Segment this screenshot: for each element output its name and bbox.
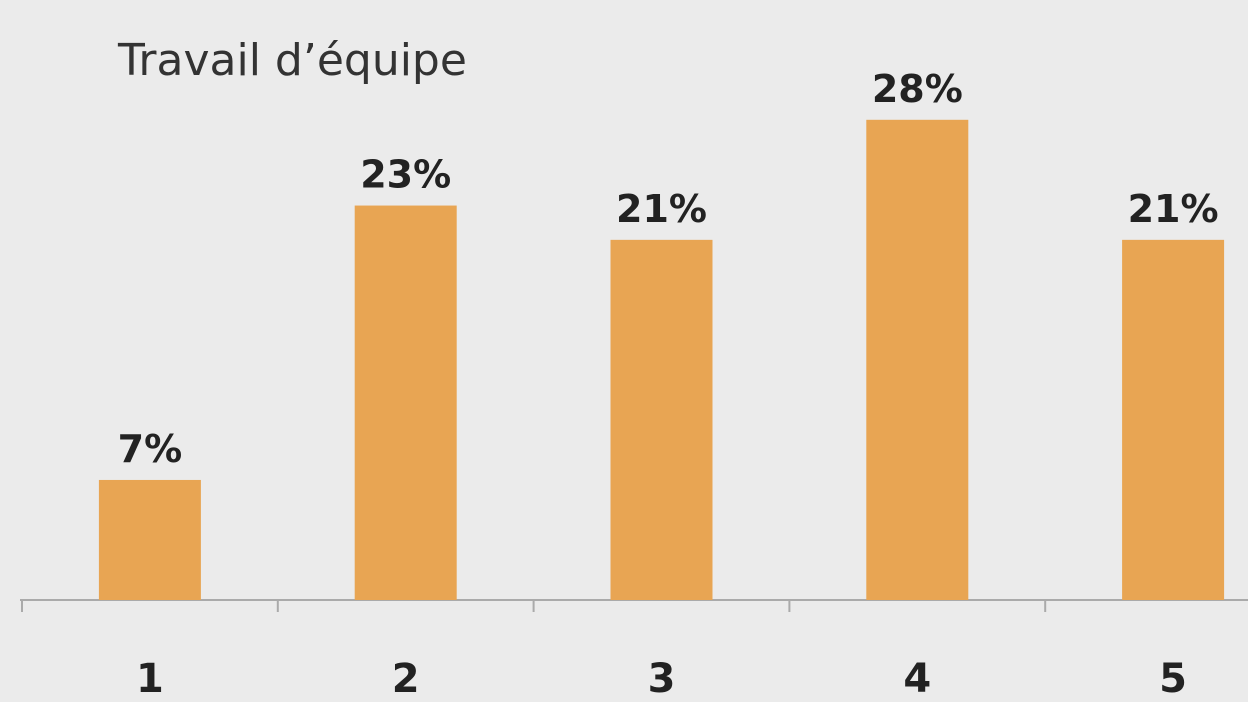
data-label: 21% <box>616 187 707 231</box>
x-tick-label: 5 <box>1159 656 1187 702</box>
x-tick-label: 4 <box>903 656 931 702</box>
data-label: 7% <box>118 427 183 471</box>
data-label: 23% <box>360 153 451 197</box>
chart-title: Travail d’équipe <box>117 35 467 86</box>
bar <box>1122 239 1225 600</box>
data-label: 28% <box>872 67 963 111</box>
bar <box>98 479 201 600</box>
bar <box>610 239 713 600</box>
x-tick-label: 3 <box>648 656 676 702</box>
bar <box>866 119 969 601</box>
x-tick-label: 1 <box>136 656 164 702</box>
x-tick-label: 2 <box>392 656 420 702</box>
data-label: 21% <box>1128 187 1219 231</box>
bar <box>354 205 457 601</box>
